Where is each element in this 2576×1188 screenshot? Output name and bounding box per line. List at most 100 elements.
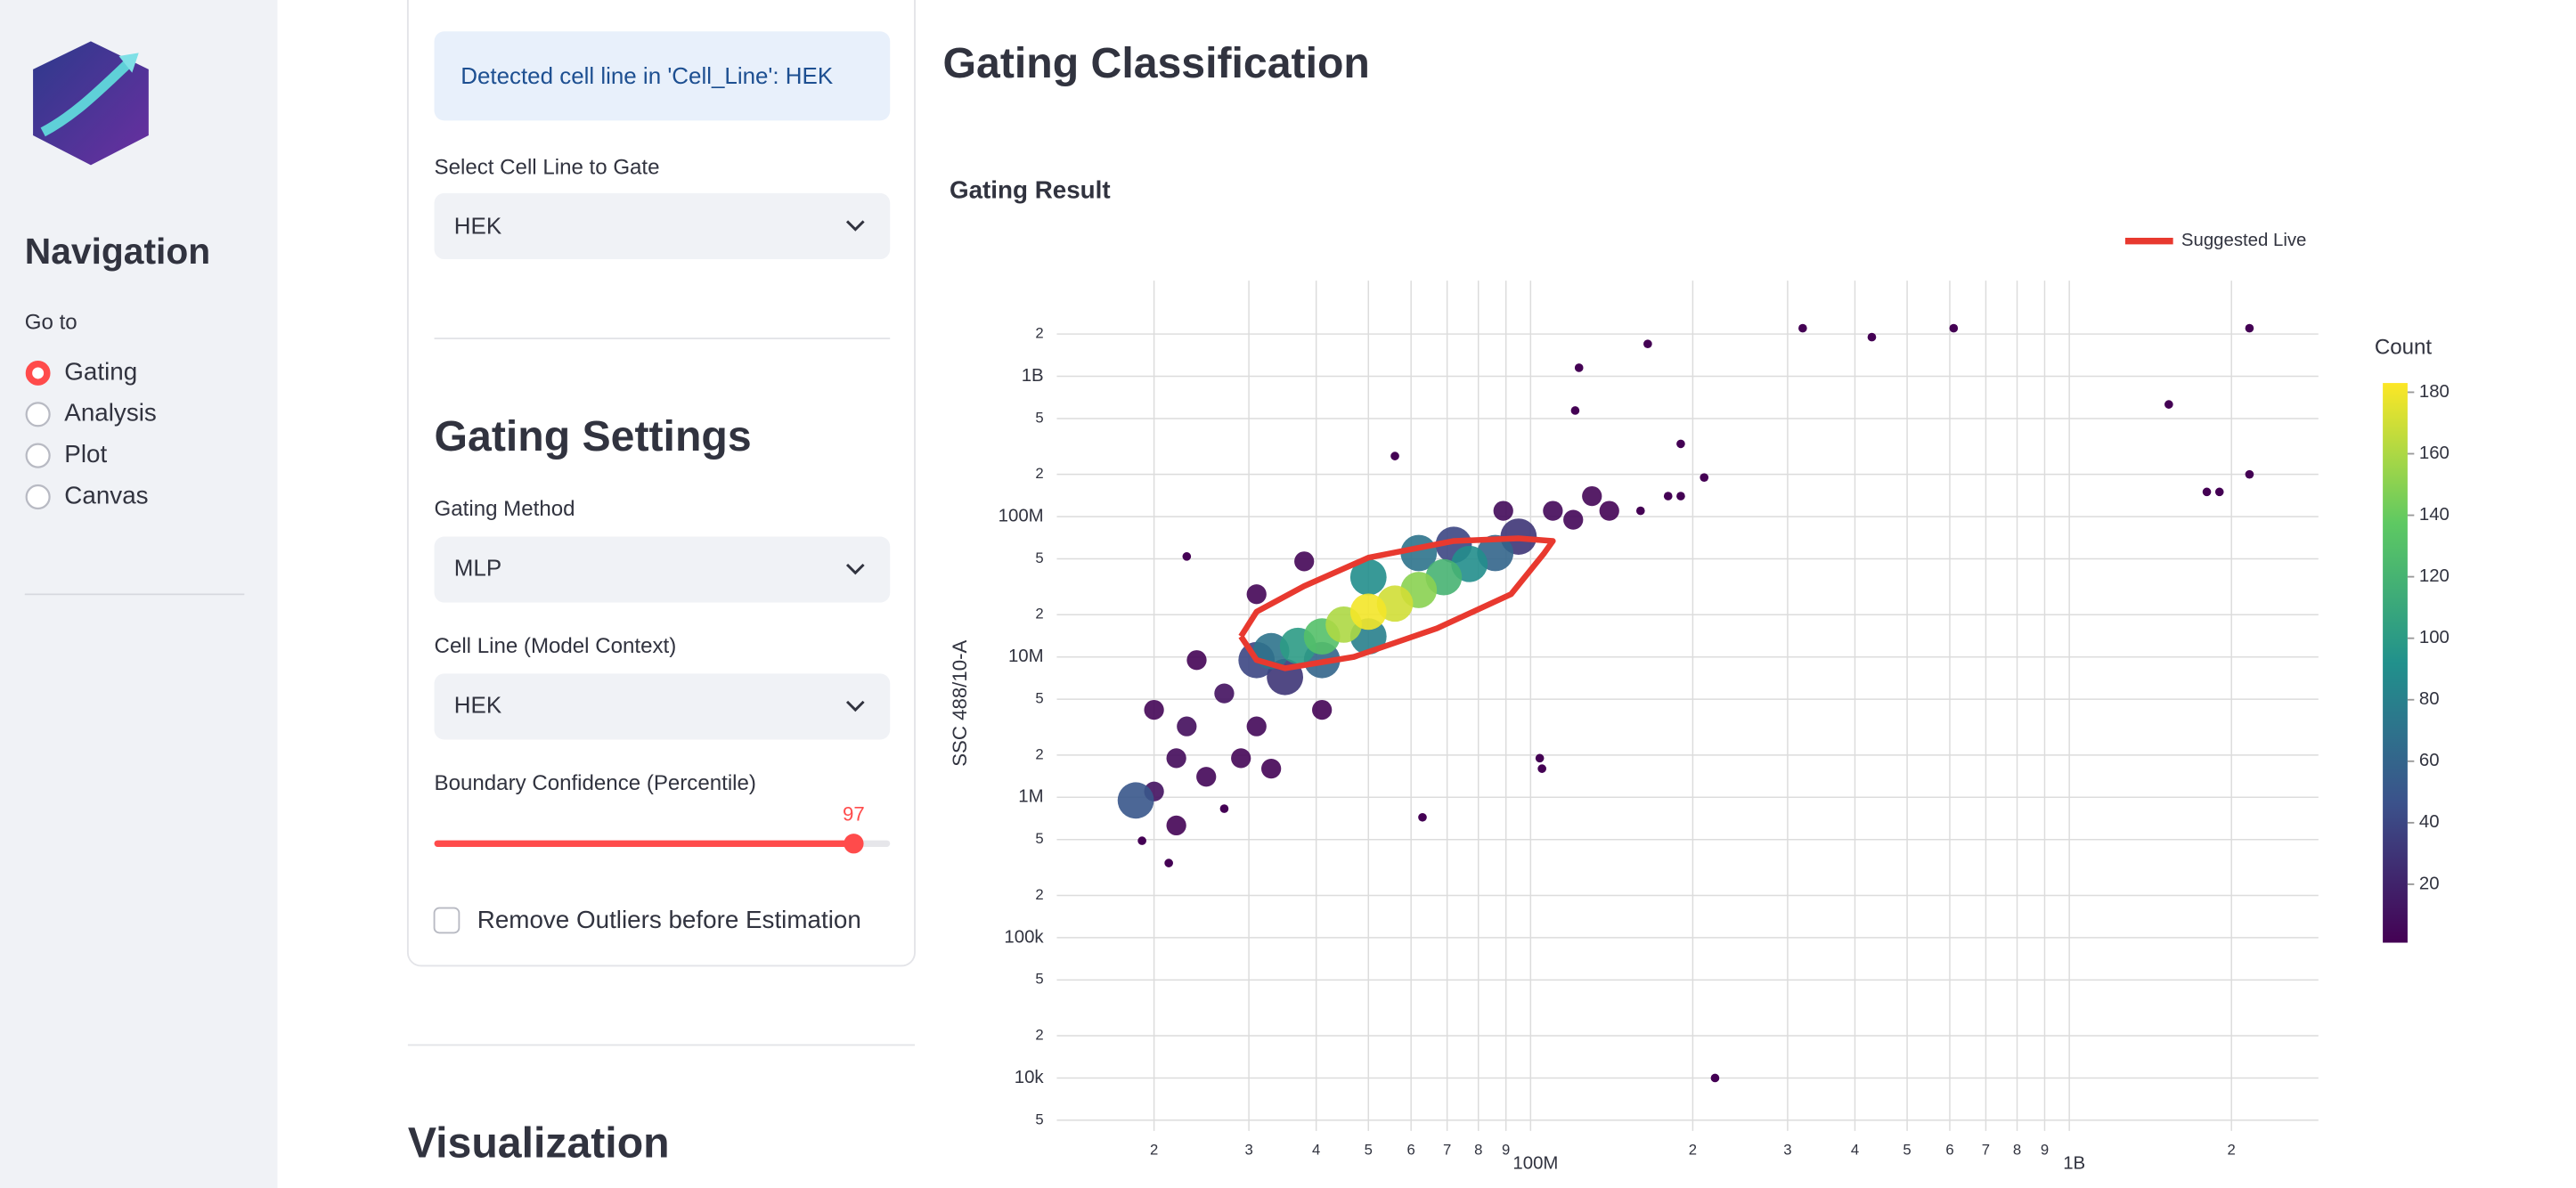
density-point: [1582, 485, 1602, 507]
settings-heading: Gating Settings: [435, 412, 752, 460]
colorbar-tick-label: 160: [2419, 443, 2450, 463]
density-point: [1570, 406, 1580, 415]
select-value: HEK: [454, 215, 502, 240]
select-label: Select Cell Line to Gate: [435, 155, 660, 179]
radio-option: Plot: [64, 440, 107, 468]
select-box[interactable]: [434, 192, 891, 260]
density-point: [1246, 716, 1267, 736]
radio-button[interactable]: [25, 402, 51, 427]
method-select[interactable]: [434, 536, 891, 603]
chart-title: Gating Result: [950, 175, 1111, 203]
density-point: [1535, 753, 1545, 763]
density-point: [1166, 748, 1186, 769]
method-value: MLP: [454, 556, 501, 581]
y-tick-label: 10M: [1008, 647, 1044, 666]
density-point: [1543, 500, 1563, 521]
density-point: [1166, 815, 1186, 836]
y-tick-label: 5: [1035, 971, 1043, 988]
radio-button[interactable]: [25, 484, 51, 510]
x-tick-label: 9: [2041, 1142, 2049, 1159]
colorbar-tick-label: 20: [2419, 874, 2440, 893]
slider-fill: [434, 840, 854, 848]
radio-button[interactable]: [25, 443, 51, 468]
radio-option: Canvas: [64, 481, 148, 509]
density-point: [1700, 473, 1709, 482]
density-point: [1949, 323, 1959, 333]
x-tick-label: 7: [1443, 1142, 1451, 1159]
colorbar-tick-label: 40: [2419, 812, 2440, 832]
density-point: [1867, 332, 1877, 342]
model-value: HEK: [454, 693, 502, 718]
y-tick-label: 5: [1035, 409, 1043, 426]
density-point: [1635, 506, 1645, 516]
density-point: [1246, 584, 1267, 605]
density-point: [2245, 323, 2254, 333]
x-tick-label: 8: [2013, 1142, 2021, 1159]
density-point: [1261, 759, 1282, 779]
x-tick-label: 5: [1365, 1142, 1373, 1159]
density-point: [2164, 400, 2173, 409]
y-tick-label: 1B: [1022, 366, 1044, 386]
info-box: [434, 31, 891, 121]
y-tick-label: 2: [1035, 606, 1043, 622]
settings-panel: [406, 0, 916, 967]
y-tick-label: 1M: [1018, 787, 1043, 807]
logo: [33, 41, 149, 166]
x-tick-label: 7: [1982, 1142, 1990, 1159]
density-point: [1294, 551, 1315, 572]
density-point: [1537, 764, 1546, 773]
legend-label: Suggested Live: [2181, 231, 2306, 250]
density-point: [1676, 492, 1685, 500]
chevron: [845, 700, 865, 712]
colorbar-tick-label: 60: [2419, 751, 2440, 770]
density-point: [2202, 487, 2212, 497]
checkbox-label: Remove Outliers before Estimation: [477, 906, 861, 933]
y-tick-label: 2: [1035, 465, 1043, 482]
colorbar-tick-label: 80: [2419, 689, 2440, 709]
radio-option: Analysis: [64, 399, 157, 427]
radio-group: Gating Analysis Plot Canvas: [25, 357, 157, 510]
x-tick-label: 3: [1244, 1142, 1252, 1159]
slider-thumb[interactable]: [844, 834, 864, 854]
y-tick-label: 2: [1035, 1026, 1043, 1043]
density-point: [1177, 716, 1197, 736]
page-title: Gating Classification: [943, 39, 1370, 87]
viz-heading: Visualization: [408, 1119, 670, 1167]
density-point: [1418, 812, 1427, 822]
density-point: [1186, 650, 1207, 671]
density-point: [1563, 509, 1584, 530]
colorbar-tick-label: 100: [2419, 628, 2450, 647]
colorbar: [2383, 383, 2408, 943]
density-point: [1349, 558, 1387, 596]
density-point: [1196, 767, 1217, 787]
x-tick-label: 2: [2228, 1142, 2236, 1159]
density-point: [1219, 804, 1229, 813]
x-tick-label: 6: [1945, 1142, 1953, 1159]
x-tick-label: 2: [1150, 1142, 1158, 1159]
x-tick-label: 9: [1502, 1142, 1510, 1159]
colorbar-tick-label: 140: [2419, 505, 2450, 525]
chevron: [845, 563, 865, 575]
colorbar-title: Count: [2375, 336, 2433, 360]
density-point: [1182, 552, 1192, 561]
radio-button[interactable]: [25, 361, 51, 386]
x-tick-label: 8: [1474, 1142, 1482, 1159]
y-tick-label: 5: [1035, 690, 1043, 707]
x-tick-label: 100M: [1512, 1153, 1558, 1173]
model-label: Cell Line (Model Context): [435, 634, 677, 658]
radio-label: Go to: [25, 311, 77, 335]
density-point: [1312, 699, 1333, 720]
nav-heading: Navigation: [25, 231, 210, 272]
checkbox[interactable]: [433, 907, 461, 934]
x-tick-label: 6: [1407, 1142, 1415, 1159]
method-label: Gating Method: [435, 497, 575, 521]
y-tick-label: 2: [1035, 324, 1043, 341]
density-point: [2214, 487, 2224, 497]
density-point: [1349, 593, 1387, 631]
density-point: [2245, 469, 2254, 479]
x-tick-label: 3: [1783, 1142, 1791, 1159]
density-point: [1574, 363, 1584, 372]
y-tick-label: 100M: [999, 506, 1044, 525]
model-select[interactable]: [434, 673, 891, 740]
